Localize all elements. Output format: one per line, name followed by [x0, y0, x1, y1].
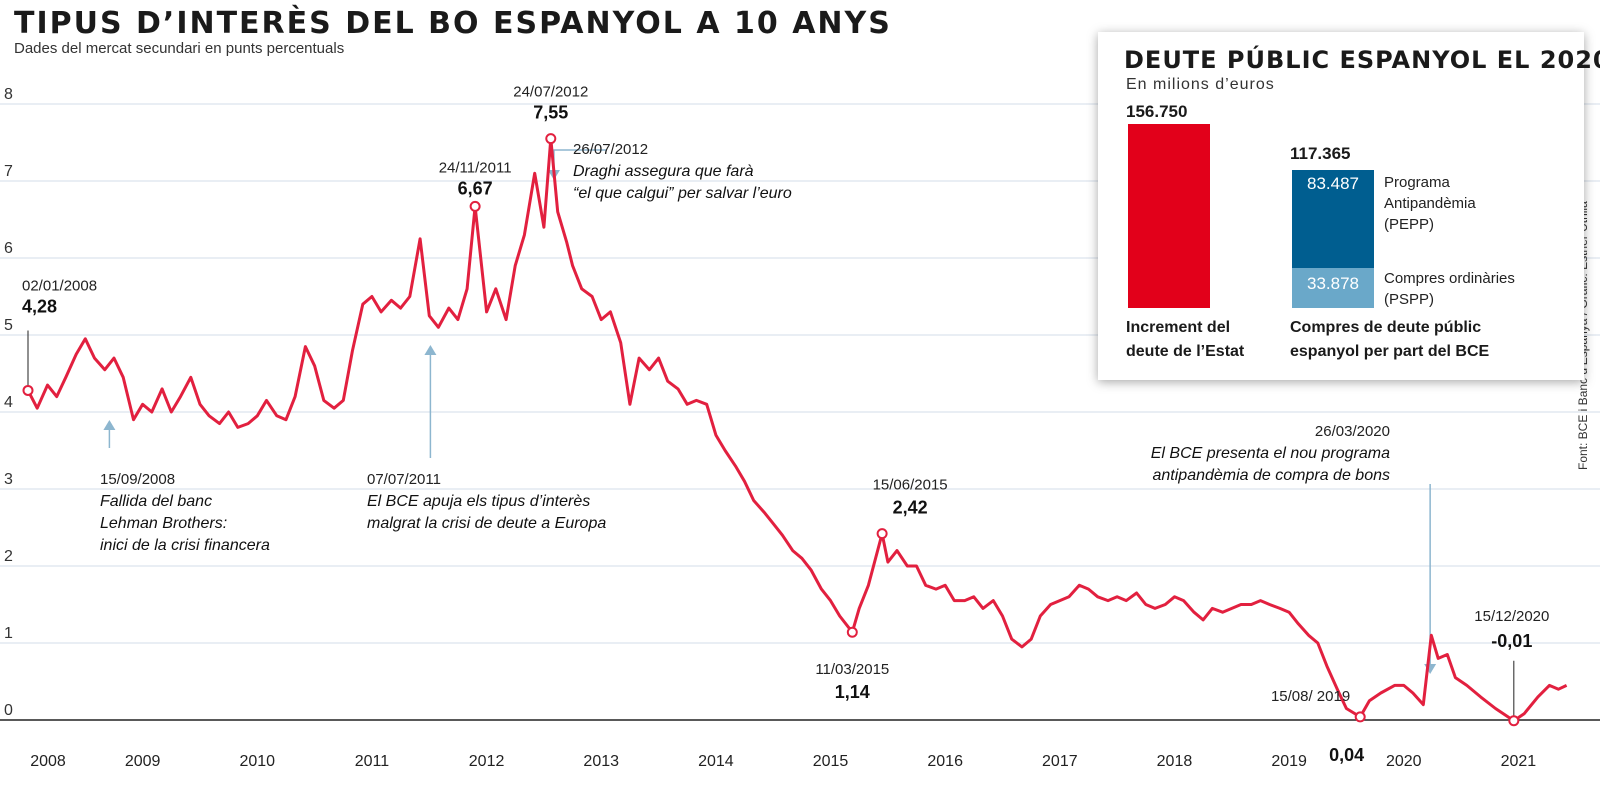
annotation-text: “el que calgui” per salvar l’euro [573, 185, 792, 202]
highlight-date: 24/11/2011 [439, 159, 512, 176]
highlight-value: 0,04 [1329, 745, 1364, 765]
annotation-text: Lehman Brothers: [100, 515, 227, 532]
highlight-point [22, 384, 34, 396]
x-tick-label: 2011 [355, 753, 390, 770]
legend-pepp: Programa Antipandèmia (PEPP) [1384, 172, 1476, 235]
highlight-value: -0,01 [1491, 631, 1532, 651]
annotation-text: malgrat la crisi de deute a Europa [367, 515, 606, 532]
chart-subtitle: Dades del mercat secundari en punts perc… [14, 40, 345, 57]
highlight-point [846, 626, 858, 638]
y-tick-label: 2 [4, 548, 13, 565]
x-tick-label: 2010 [239, 753, 275, 770]
caption-line: Compres de deute públic [1290, 319, 1482, 336]
caption-line: Increment del [1126, 319, 1231, 336]
legend-line: Programa [1384, 174, 1450, 192]
highlight-point [1508, 715, 1520, 727]
highlight-point [469, 200, 481, 212]
y-tick-label: 4 [4, 394, 13, 411]
chart-title: TIPUS D’INTERÈS DEL BO ESPANYOL A 10 ANY… [14, 6, 892, 41]
x-tick-label: 2012 [469, 753, 505, 770]
annotation-arrow-head [424, 345, 437, 355]
legend-pspp: Compres ordinàries (PSPP) [1384, 268, 1515, 310]
highlight-date: 15/06/2015 [873, 477, 948, 494]
annotation-text: El BCE presenta el nou programa [1151, 445, 1390, 462]
annotation-date: 07/07/2011 [367, 471, 441, 488]
bar-total-debt-increase: 156.750 [1126, 102, 1188, 121]
inset-panel: DEUTE PÚBLIC ESPANYOL EL 2020 En milions… [1098, 32, 1600, 380]
y-tick-label: 3 [4, 471, 13, 488]
annotation-text: Draghi assegura que farà [573, 163, 754, 180]
y-tick-label: 0 [4, 702, 13, 719]
x-tick-label: 2021 [1501, 753, 1537, 770]
highlight-value: 7,55 [533, 103, 568, 123]
x-tick-label: 2016 [927, 753, 963, 770]
x-tick-label: 2013 [583, 753, 619, 770]
highlight-date: 15/08/ 2019 [1271, 688, 1350, 705]
caption-debt-increase: Increment del deute de l’Estat [1126, 316, 1244, 364]
x-tick-label: 2014 [698, 753, 734, 770]
highlight-value: 2,42 [893, 498, 928, 518]
highlight-date: 11/03/2015 [815, 661, 889, 678]
highlight-date: 15/12/2020 [1474, 608, 1549, 625]
legend-line: Compres ordinàries [1384, 270, 1515, 288]
highlight-point [1354, 711, 1366, 723]
annotation-text: Fallida del banc [100, 493, 212, 510]
bar-segment-pspp: 33.878 [1292, 268, 1374, 308]
highlight-date: 02/01/2008 [22, 277, 97, 294]
highlight-date: 24/07/2012 [513, 84, 588, 101]
annotation-date: 26/03/2020 [1315, 423, 1390, 440]
y-tick-label: 5 [4, 317, 13, 334]
annotation-text: El BCE apuja els tipus d’interès [367, 493, 590, 510]
annotation-date: 26/07/2012 [573, 141, 648, 158]
bar-segment-pepp: 83.487 [1292, 170, 1374, 269]
highlight-point [545, 133, 557, 145]
y-tick-label: 6 [4, 240, 13, 257]
pepp-value: 83.487 [1307, 174, 1359, 194]
caption-ecb-purchases: Compres de deute públic espanyol per par… [1290, 316, 1489, 364]
y-tick-label: 8 [4, 86, 13, 103]
y-tick-label: 1 [4, 625, 13, 642]
legend-line: (PSPP) [1384, 291, 1435, 309]
annotation-arrow-head [103, 420, 116, 430]
caption-line: espanyol per part del BCE [1290, 343, 1490, 360]
highlight-value: 4,28 [22, 296, 57, 316]
highlight-value: 1,14 [835, 682, 870, 702]
x-tick-label: 2009 [125, 753, 161, 770]
x-tick-label: 2015 [813, 753, 849, 770]
legend-line: Antipandèmia [1384, 195, 1476, 213]
highlight-point [876, 528, 888, 540]
bar-total-ecb-purchases: 117.365 [1290, 144, 1351, 164]
legend-line: (PEPP) [1384, 216, 1435, 234]
y-tick-label: 7 [4, 163, 13, 180]
x-tick-label: 2018 [1157, 753, 1193, 770]
bar-debt-increase [1128, 124, 1210, 308]
annotation-date: 15/09/2008 [100, 471, 175, 488]
x-tick-label: 2020 [1386, 753, 1422, 770]
caption-line: deute de l’Estat [1126, 343, 1245, 360]
highlight-value: 6,67 [458, 178, 493, 198]
annotation-text: antipandèmia de compra de bons [1153, 467, 1391, 484]
series-line [26, 137, 1568, 723]
pspp-value: 33.878 [1307, 274, 1359, 294]
annotation-text: inici de la crisi financera [100, 537, 270, 554]
x-tick-label: 2019 [1271, 753, 1307, 770]
inset-subtitle: En milions d’euros [1126, 76, 1275, 93]
x-tick-label: 2017 [1042, 753, 1078, 770]
inset-title: DEUTE PÚBLIC ESPANYOL EL 2020 [1124, 46, 1600, 74]
x-tick-label: 2008 [30, 753, 66, 770]
